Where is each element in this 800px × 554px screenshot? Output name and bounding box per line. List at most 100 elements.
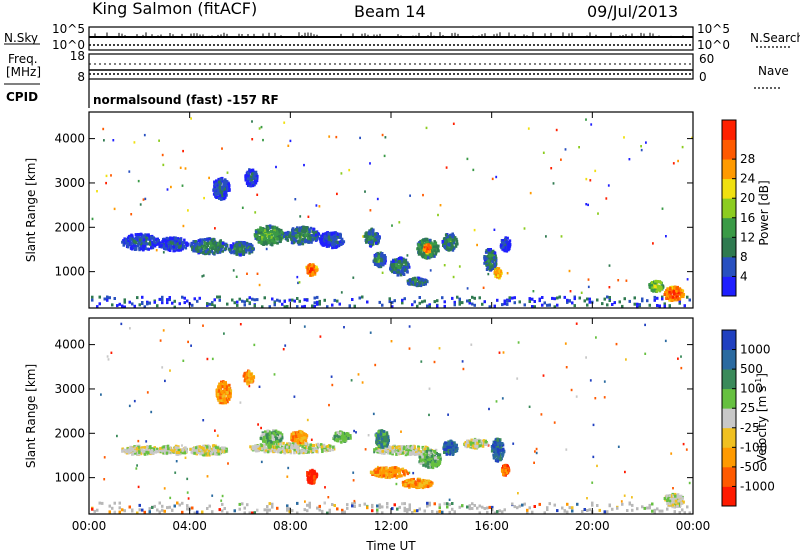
scatter-cell xyxy=(651,502,654,506)
scatter-cell xyxy=(403,297,406,301)
noise-cell xyxy=(294,198,297,201)
scatter-cell xyxy=(286,506,289,510)
scatter-cell xyxy=(353,501,356,505)
noise-cell xyxy=(570,388,573,392)
noise-cell xyxy=(592,455,595,459)
scatter-cell xyxy=(393,503,396,507)
heatmap-cell xyxy=(491,260,494,264)
heatmap-cell xyxy=(471,441,475,445)
noise-cell xyxy=(289,139,292,143)
noise-cell xyxy=(182,149,184,153)
heatmap-cell xyxy=(192,249,195,253)
heatmap-cell xyxy=(263,234,267,238)
scatter-cell xyxy=(588,300,591,304)
heatmap-cell xyxy=(421,248,424,252)
heatmap-cell xyxy=(308,229,311,233)
heatmap-cell xyxy=(309,443,312,447)
scatter-cell xyxy=(646,299,649,303)
heatmap-cell xyxy=(327,235,331,239)
freq-strip xyxy=(88,53,694,80)
scatter-cell xyxy=(243,511,246,515)
scatter-cell xyxy=(93,509,96,513)
heatmap-cell xyxy=(128,243,131,247)
heatmap-cell xyxy=(315,449,318,453)
noise-cell xyxy=(248,384,251,388)
heatmap-cell xyxy=(224,183,227,187)
heatmap-cell xyxy=(236,246,240,250)
heatmap-cell xyxy=(218,194,222,198)
heatmap-cell xyxy=(403,269,406,273)
heatmap-cell xyxy=(282,446,286,450)
heatmap-cell xyxy=(256,237,259,241)
noise-cell xyxy=(406,254,409,257)
heatmap-cell xyxy=(386,450,390,453)
heatmap-cell xyxy=(221,194,224,197)
noise-cell xyxy=(186,477,189,481)
noise-cell xyxy=(296,275,299,279)
heatmap-cell xyxy=(289,231,292,235)
heatmap-cell xyxy=(175,245,178,249)
noise-cell xyxy=(680,355,682,358)
scatter-cell xyxy=(148,510,151,514)
heatmap-cell xyxy=(467,444,470,448)
scatter-cell xyxy=(143,510,146,514)
scatter-cell xyxy=(653,295,656,299)
noise-cell xyxy=(184,456,187,459)
noise-cell xyxy=(103,478,106,481)
scatter-cell xyxy=(501,303,504,307)
scatter-cell xyxy=(403,502,406,506)
noise-cell xyxy=(466,287,469,290)
colorbar-segment xyxy=(722,217,736,238)
noise-cell xyxy=(400,430,402,433)
heatmap-cell xyxy=(143,242,146,245)
heatmap-cell xyxy=(415,450,418,453)
heatmap-cell xyxy=(375,241,378,245)
heatmap-cell xyxy=(505,245,508,249)
heatmap-cell xyxy=(425,237,428,241)
scatter-cell xyxy=(471,507,474,510)
heatmap-cell xyxy=(340,239,344,243)
heatmap-cell xyxy=(217,177,220,181)
heatmap-cell xyxy=(131,234,134,238)
scatter-cell xyxy=(163,509,166,513)
scatter-cell xyxy=(678,301,681,305)
heatmap-cell xyxy=(484,440,487,444)
heatmap-cell xyxy=(310,469,313,473)
heatmap-cell xyxy=(176,242,180,246)
scatter-cell xyxy=(606,303,609,307)
scatter-cell xyxy=(306,298,309,302)
noise-cell xyxy=(251,138,254,141)
scatter-cell xyxy=(166,506,169,510)
heatmap-cell xyxy=(121,447,124,451)
scatter-cell xyxy=(358,296,361,300)
scatter-cell xyxy=(143,305,146,309)
heatmap-cell xyxy=(148,448,152,452)
heatmap-cell xyxy=(395,260,398,264)
scatter-cell xyxy=(648,503,651,507)
scatter-cell xyxy=(663,304,666,308)
heatmap-cell xyxy=(312,449,315,453)
scatter-cell xyxy=(506,302,509,306)
scatter-cell xyxy=(661,297,664,301)
scatter-cell xyxy=(118,510,121,514)
noise-cell xyxy=(517,492,519,495)
scatter-cell xyxy=(451,507,454,511)
heatmap-cell xyxy=(183,451,186,455)
heatmap-cell xyxy=(399,273,403,277)
heatmap-cell xyxy=(140,446,143,450)
noise-cell xyxy=(685,448,688,451)
noise-cell xyxy=(133,399,136,403)
heatmap-cell xyxy=(404,267,407,271)
heatmap-cell xyxy=(225,193,228,197)
scatter-cell xyxy=(568,506,571,510)
heatmap-cell xyxy=(486,255,489,258)
heatmap-cell xyxy=(148,242,152,246)
velocity-heatmap xyxy=(91,322,691,515)
heatmap-cell xyxy=(270,447,273,450)
noise-cell xyxy=(319,335,322,338)
heatmap-cell xyxy=(192,245,195,249)
heatmap-cell xyxy=(448,245,451,249)
heatmap-cell xyxy=(331,246,334,250)
heatmap-cell xyxy=(654,282,657,286)
